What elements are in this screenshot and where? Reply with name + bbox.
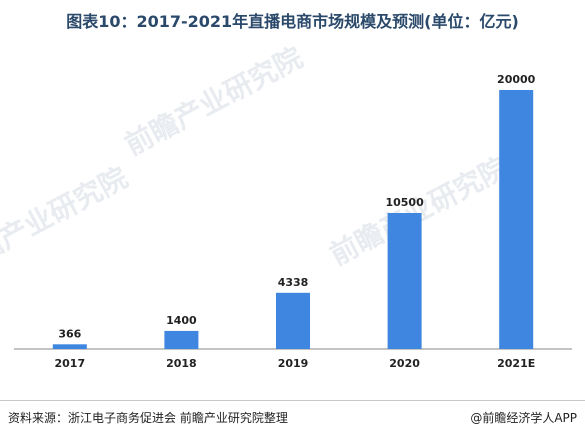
data-label-2017: 366 (58, 327, 81, 340)
x-tick-label: 2017 (54, 357, 85, 370)
data-label-2018: 1400 (166, 314, 197, 327)
data-label-2019: 4338 (278, 276, 309, 289)
x-tick-label: 2021E (497, 357, 535, 370)
bar-2021E (499, 90, 534, 349)
credit-note: @前瞻经济学人APP (470, 411, 577, 425)
x-tick-label: 2018 (166, 357, 197, 370)
bar-2018 (164, 330, 199, 349)
footer-divider (0, 400, 585, 401)
bar-2017 (52, 344, 87, 349)
bar-2020 (387, 213, 422, 349)
x-tick-label: 2019 (278, 357, 309, 370)
data-label-2021E: 20000 (497, 73, 536, 86)
chart-title: 图表10：2017-2021年直播电商市场规模及预测(单位：亿元) (66, 12, 519, 31)
bar-2019 (276, 292, 310, 349)
x-tick-label: 2020 (389, 357, 420, 370)
source-note: 资料来源：浙江电子商务促进会 前瞻产业研究院整理 (8, 411, 288, 425)
data-label-2020: 10500 (385, 196, 424, 209)
